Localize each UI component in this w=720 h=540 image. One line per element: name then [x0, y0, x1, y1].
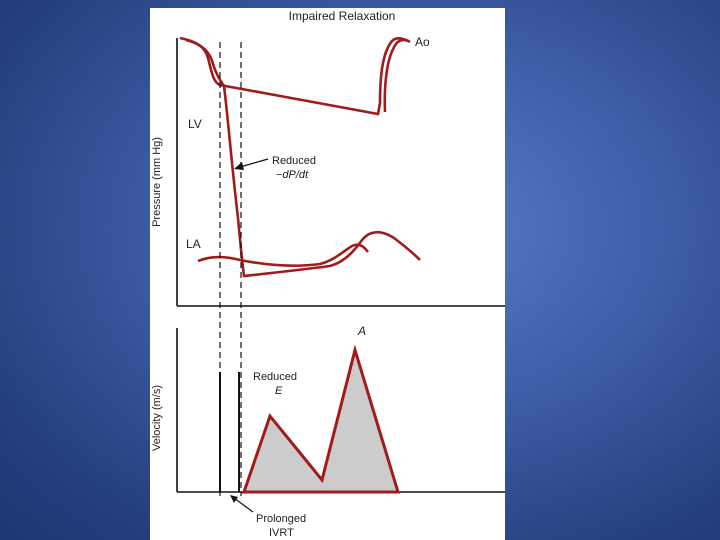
a-wave-label: A — [357, 324, 366, 338]
la-label: LA — [186, 237, 201, 251]
dpdt-pointer-line — [239, 158, 269, 168]
pressure-velocity-diagram: Impaired Relaxation Pressure (mm Hg) Ao … — [151, 9, 505, 539]
lv-label: LV — [188, 117, 202, 131]
figure-title: Impaired Relaxation — [289, 9, 396, 23]
ivrt-annotation-line1: Prolonged — [256, 513, 306, 525]
dpdt-arrowhead-icon — [234, 162, 244, 170]
ivrt-arrowhead-icon — [230, 495, 238, 503]
pressure-axis-label: Pressure (mm Hg) — [151, 137, 163, 227]
mitral-inflow-waves — [241, 344, 401, 494]
reduced-e-line1: Reduced — [253, 371, 297, 383]
dpdt-annotation-line2: −dP/dt — [276, 169, 309, 181]
velocity-axis-label: Velocity (m/s) — [151, 385, 163, 451]
lv-pressure-curve — [185, 38, 421, 278]
ao-label: Ao — [415, 35, 430, 49]
aortic-pressure-curve-secondary — [383, 38, 411, 113]
ivrt-pointer-line — [233, 497, 254, 513]
dpdt-annotation-line1: Reduced — [272, 155, 316, 167]
reduced-e-line2: E — [275, 385, 283, 397]
ivrt-annotation-line2: IVRT — [269, 527, 294, 539]
aortic-pressure-curve — [179, 36, 409, 116]
la-pressure-curve — [197, 243, 370, 267]
figure-panel: Impaired Relaxation Pressure (mm Hg) Ao … — [150, 8, 505, 540]
